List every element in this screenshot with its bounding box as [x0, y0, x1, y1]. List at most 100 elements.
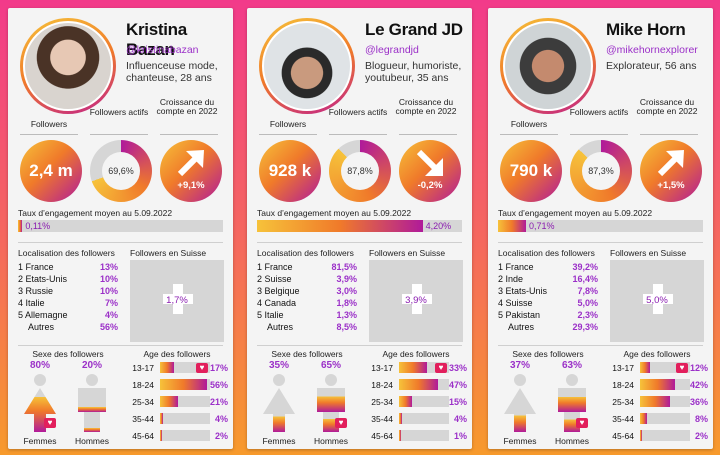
- age-row: 35-44 4%: [124, 413, 228, 425]
- location-percent: 3,0%: [336, 286, 357, 296]
- age-range: 25-34: [132, 397, 154, 407]
- engagement-value: 0,71%: [528, 221, 555, 231]
- followers-circle: 928 k: [259, 140, 321, 202]
- sex-title: Sexe des followers: [271, 349, 343, 359]
- profile-card: Le Grand JD @legrandjd Blogueur, humoriste…: [247, 8, 472, 449]
- stat-divider: [20, 134, 78, 135]
- engagement-bar: 4,20%: [257, 220, 462, 232]
- age-row: 45-64 1%: [363, 430, 467, 442]
- active-followers-label: Followers actifs: [328, 107, 388, 117]
- age-bar-fill: [160, 430, 162, 441]
- swiss-followers-box: 5,0%: [610, 260, 704, 342]
- profile-photo: [503, 21, 593, 111]
- women-figure: [261, 374, 297, 432]
- age-bar-fill: [160, 413, 164, 424]
- heart-icon: ♥: [435, 363, 447, 373]
- age-range: 35-44: [371, 414, 393, 424]
- followers-label: Followers: [510, 119, 548, 129]
- location-country: 3 Belgique: [257, 286, 300, 296]
- location-country: Autres: [508, 322, 535, 332]
- age-row: 13-17 ♥ 17%: [124, 362, 228, 374]
- active-followers-label: Followers actifs: [569, 107, 629, 117]
- men-percent: 65%: [320, 360, 341, 371]
- age-bar-track: [160, 362, 210, 373]
- location-country: 5 Italie: [257, 310, 284, 320]
- location-country: 2 Etats-Unis: [18, 274, 68, 284]
- profile-handle: @mikehornexplorer: [606, 44, 698, 56]
- women-figure-shape: [263, 374, 295, 432]
- location-row: Autres 8,5%: [257, 322, 357, 333]
- active-followers-donut: 87,3%: [570, 140, 632, 202]
- age-range: 45-64: [371, 431, 393, 441]
- age-bar-fill: [399, 430, 401, 441]
- location-country: Autres: [267, 322, 294, 332]
- location-row: 1 France 39,2%: [498, 262, 598, 273]
- age-range: 13-17: [132, 363, 154, 373]
- stat-divider: [399, 134, 457, 135]
- location-percent: 2,3%: [577, 310, 598, 320]
- age-bar-fill: [640, 379, 675, 390]
- profile-card: Kristina Bazan @kristinabazan Influenceuse…: [8, 8, 233, 449]
- location-percent: 3,9%: [336, 274, 357, 284]
- profile-handle: @kristinabazan: [126, 44, 199, 56]
- divider: [257, 345, 462, 346]
- active-followers-value: 69,6%: [108, 166, 134, 176]
- age-percent: 8%: [694, 414, 708, 424]
- location-title: Localisation des followers: [498, 248, 595, 258]
- age-range: 35-44: [612, 414, 634, 424]
- age-bar-fill: [399, 379, 439, 390]
- location-row: 1 France 13%: [18, 262, 118, 273]
- swiss-followers-title: Followers en Suisse: [369, 248, 446, 258]
- age-percent: 4%: [214, 414, 228, 424]
- location-country: 2 Inde: [498, 274, 524, 284]
- location-title: Localisation des followers: [18, 248, 115, 258]
- swiss-cross-icon: [163, 284, 193, 314]
- profile-bio: Blogueur, humoriste, youtubeur, 35 ans: [365, 60, 462, 84]
- location-percent: 10%: [99, 286, 118, 296]
- location-country: 5 Pakistan: [498, 310, 541, 320]
- location-percent: 1,8%: [336, 298, 357, 308]
- profile-bio: Influenceuse mode, chanteuse, 28 ans: [126, 60, 218, 84]
- engagement-bar: 0,11%: [18, 220, 223, 232]
- age-percent: 21%: [209, 397, 228, 407]
- age-bar-track: [399, 430, 449, 441]
- location-percent: 39,2%: [572, 262, 598, 272]
- donut-center: 87,8%: [341, 152, 379, 190]
- avatar: [259, 18, 355, 114]
- women-percent: 37%: [509, 360, 530, 371]
- avatar: [500, 18, 596, 114]
- cross-bar-vertical: [173, 284, 183, 314]
- arrow-up-right-icon: [654, 148, 688, 178]
- cross-bar-vertical: [412, 284, 422, 314]
- age-row: 35-44 4%: [363, 413, 467, 425]
- engagement-value: 4,20%: [425, 221, 452, 231]
- age-percent: 4%: [453, 414, 467, 424]
- location-country: 5 Allemagne: [18, 310, 68, 320]
- location-country: 3 Etats-Unis: [498, 286, 548, 296]
- women-figure: ♥: [22, 374, 58, 432]
- men-label: Hommes: [74, 436, 109, 446]
- age-range: 45-64: [612, 431, 634, 441]
- age-bar-fill: [640, 413, 647, 424]
- age-row: 25-34 21%: [124, 396, 228, 408]
- location-percent: 81,5%: [331, 262, 357, 272]
- location-percent: 29,3%: [572, 322, 598, 332]
- women-label: Femmes: [262, 436, 296, 446]
- location-row: 2 Suisse 3,9%: [257, 274, 357, 285]
- profile-photo: [262, 21, 352, 111]
- stat-divider: [160, 134, 218, 135]
- age-bar-track: [399, 379, 449, 390]
- profile-handle: @legrandjd: [365, 44, 419, 56]
- age-bar-fill: [399, 396, 412, 407]
- growth-label: Croissance du compte en 2022: [395, 97, 457, 116]
- age-range: 25-34: [371, 397, 393, 407]
- age-row: 25-34 15%: [363, 396, 467, 408]
- location-country: 1 France: [257, 262, 293, 272]
- age-bar-track: [160, 430, 210, 441]
- stat-divider: [259, 134, 317, 135]
- growth-label: Croissance du compte en 2022: [156, 97, 218, 116]
- age-percent: 1%: [453, 431, 467, 441]
- active-followers-value: 87,3%: [588, 166, 614, 176]
- heart-icon: ♥: [676, 363, 688, 373]
- location-row: 3 Etats-Unis 7,8%: [498, 286, 598, 297]
